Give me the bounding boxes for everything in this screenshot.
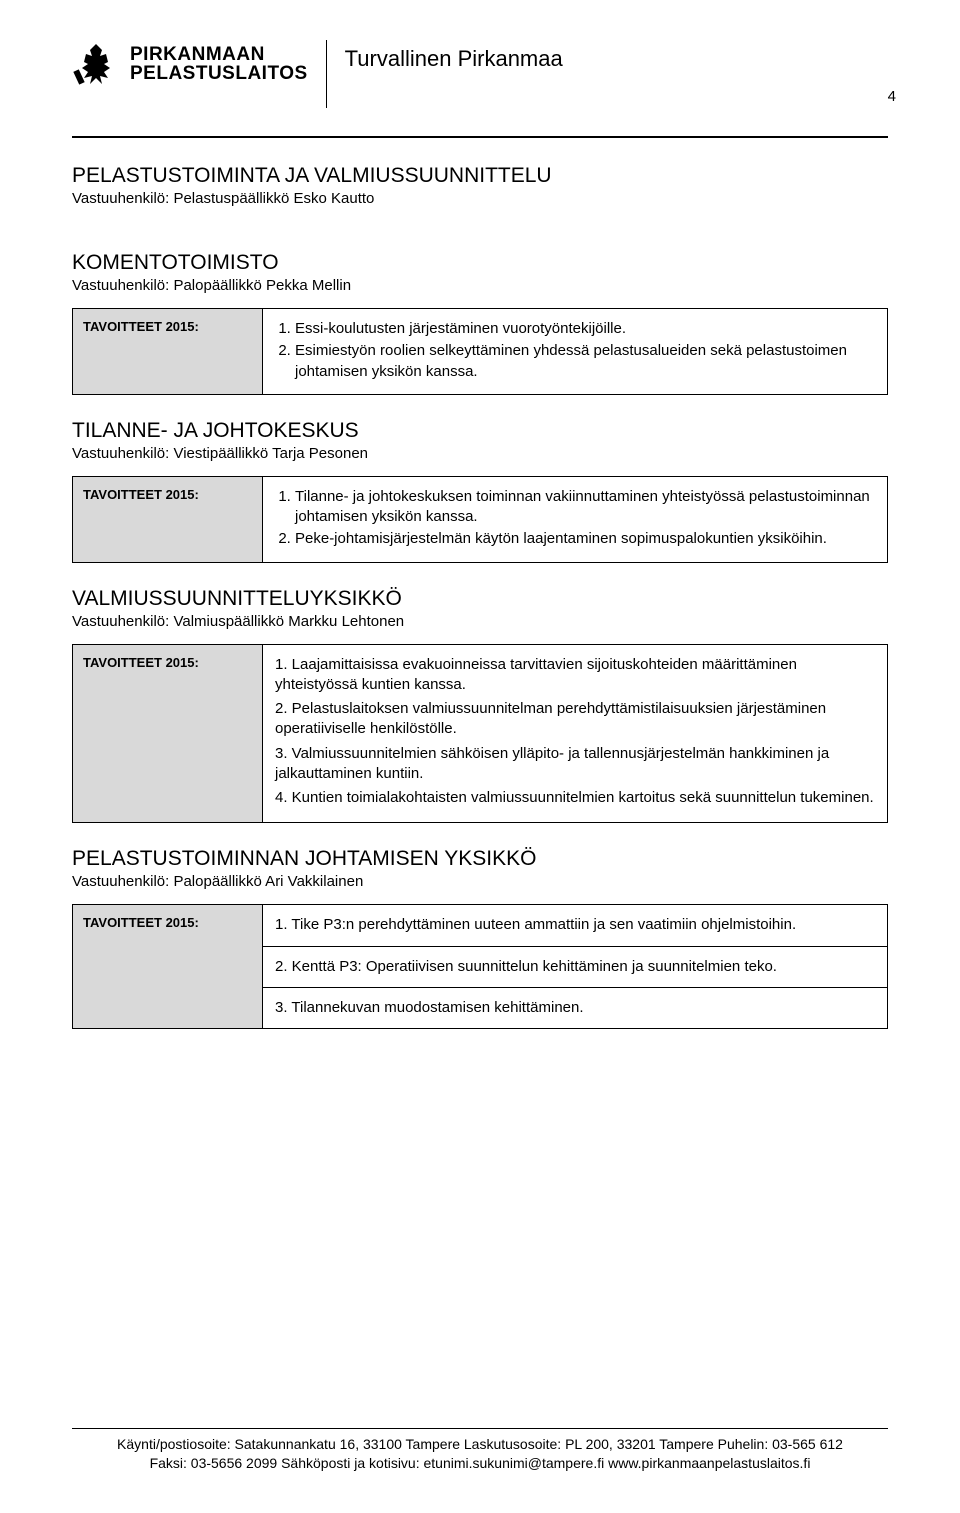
unit-subtitle: Vastuuhenkilö: Palopäällikkö Pekka Melli… xyxy=(72,277,888,294)
main-section: PELASTUSTOIMINTA JA VALMIUSSUUNNITTELU V… xyxy=(72,164,888,225)
goals-table: TAVOITTEET 2015: Essi-koulutusten järjest… xyxy=(72,308,888,395)
lion-emblem-icon xyxy=(72,40,120,88)
goals-table: TAVOITTEET 2015: Tilanne- ja johtokeskuks… xyxy=(72,476,888,563)
goals-label: TAVOITTEET 2015: xyxy=(73,905,263,1029)
header-separator xyxy=(326,40,327,108)
goal-item: Esimiestyön roolien selkeyttäminen yhdes… xyxy=(295,341,875,382)
unit-section: VALMIUSSUUNNITTELUYKSIKKÖ Vastuuhenkilö: … xyxy=(72,587,888,824)
unit-subtitle: Vastuuhenkilö: Viestipäällikkö Tarja Pes… xyxy=(72,445,888,462)
unit-section: PELASTUSTOIMINNAN JOHTAMISEN YKSIKKÖ Vast… xyxy=(72,847,888,1029)
page: PIRKANMAAN PELASTUSLAITOS Turvallinen Pi… xyxy=(0,0,960,1513)
unit-title: KOMENTOTOIMISTO xyxy=(72,251,888,275)
goals-list: Essi-koulutusten järjestäminen vuorotyön… xyxy=(275,319,875,382)
unit-title: PELASTUSTOIMINNAN JOHTAMISEN YKSIKKÖ xyxy=(72,847,888,871)
goals-content: 1. Laajamittaisissa evakuoinneissa tarvi… xyxy=(263,644,888,823)
unit-section: KOMENTOTOIMISTO Vastuuhenkilö: Palopäälli… xyxy=(72,251,888,395)
main-section-title: PELASTUSTOIMINTA JA VALMIUSSUUNNITTELU xyxy=(72,164,888,188)
goal-item: 1. Laajamittaisissa evakuoinneissa tarvi… xyxy=(275,655,875,696)
goals-table: TAVOITTEET 2015:1. Tike P3:n perehdyttäm… xyxy=(72,904,888,1029)
goals-content: Essi-koulutusten järjestäminen vuorotyön… xyxy=(263,309,888,395)
unit-subtitle: Vastuuhenkilö: Palopäällikkö Ari Vakkila… xyxy=(72,873,888,890)
unit-section: TILANNE- JA JOHTOKESKUS Vastuuhenkilö: Vi… xyxy=(72,419,888,563)
goals-label: TAVOITTEET 2015: xyxy=(73,309,263,395)
units-container: KOMENTOTOIMISTO Vastuuhenkilö: Palopäälli… xyxy=(72,243,888,1053)
header-rule xyxy=(72,136,888,138)
goal-item: 3. Tilannekuvan muodostamisen kehittämin… xyxy=(263,987,888,1028)
goal-item: 3. Valmiussuunnitelmien sähköisen ylläpi… xyxy=(275,744,875,785)
goal-item: 2. Kenttä P3: Operatiivisen suunnittelun… xyxy=(263,946,888,987)
org-name-line2: PELASTUSLAITOS xyxy=(130,64,308,83)
header: PIRKANMAAN PELASTUSLAITOS Turvallinen Pi… xyxy=(72,40,888,118)
page-number: 4 xyxy=(888,88,896,105)
footer: Käynti/postiosoite: Satakunnankatu 16, 3… xyxy=(72,1428,888,1473)
footer-line1: Käynti/postiosoite: Satakunnankatu 16, 3… xyxy=(72,1435,888,1454)
goal-item: 1. Tike P3:n perehdyttäminen uuteen amma… xyxy=(263,905,888,946)
main-section-subtitle: Vastuuhenkilö: Pelastuspäällikkö Esko Ka… xyxy=(72,190,888,207)
goals-table: TAVOITTEET 2015: 1. Laajamittaisissa evak… xyxy=(72,644,888,824)
footer-line2: Faksi: 03-5656 2099 Sähköposti ja kotisi… xyxy=(72,1454,888,1473)
goal-item: Peke-johtamisjärjestelmän käytön laajent… xyxy=(295,529,875,549)
unit-subtitle: Vastuuhenkilö: Valmiuspäällikkö Markku L… xyxy=(72,613,888,630)
goals-list: Tilanne- ja johtokeskuksen toiminnan vak… xyxy=(275,487,875,550)
org-name-line1: PIRKANMAAN xyxy=(130,45,308,64)
goal-item: Essi-koulutusten järjestäminen vuorotyön… xyxy=(295,319,875,339)
logo-text: PIRKANMAAN PELASTUSLAITOS xyxy=(130,45,308,83)
goals-label: TAVOITTEET 2015: xyxy=(73,644,263,823)
spacer xyxy=(72,1053,888,1404)
goal-item: Tilanne- ja johtokeskuksen toiminnan vak… xyxy=(295,487,875,528)
goals-label: TAVOITTEET 2015: xyxy=(73,476,263,562)
goals-content: Tilanne- ja johtokeskuksen toiminnan vak… xyxy=(263,476,888,562)
document-title: Turvallinen Pirkanmaa xyxy=(345,40,563,72)
logo-block: PIRKANMAAN PELASTUSLAITOS xyxy=(72,40,326,88)
unit-title: TILANNE- JA JOHTOKESKUS xyxy=(72,419,888,443)
unit-title: VALMIUSSUUNNITTELUYKSIKKÖ xyxy=(72,587,888,611)
goal-item: 2. Pelastuslaitoksen valmiussuunnitelman… xyxy=(275,699,875,740)
goal-item: 4. Kuntien toimialakohtaisten valmiussuu… xyxy=(275,788,875,808)
